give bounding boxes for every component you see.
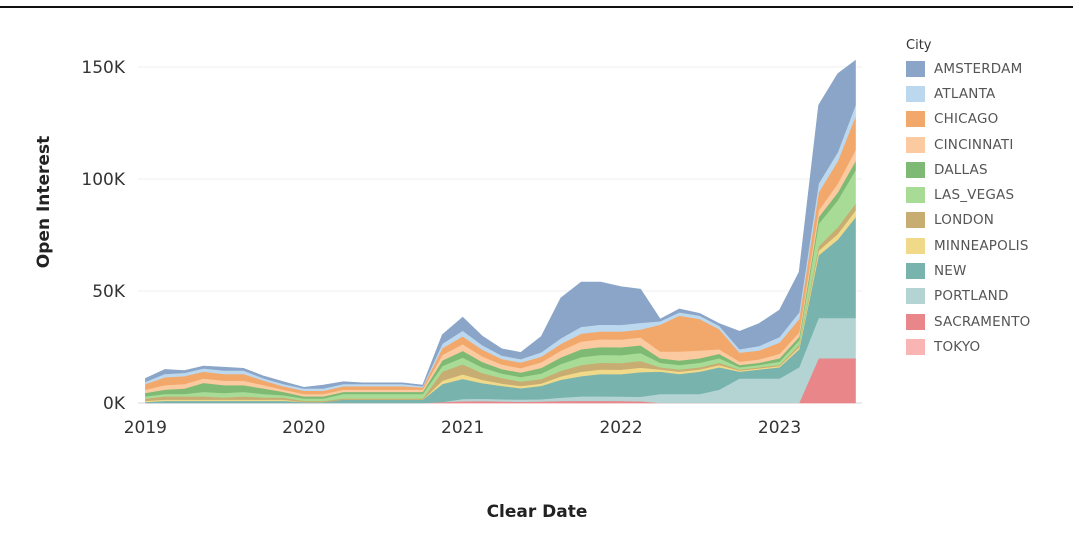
legend-title: City	[906, 38, 932, 53]
y-tick-label: 50K	[92, 282, 126, 302]
legend-swatch	[906, 60, 925, 77]
legend-swatch	[906, 212, 925, 229]
x-tick-label: 2022	[599, 418, 642, 438]
legend-label: NEW	[934, 263, 967, 280]
x-tick-label: 2019	[124, 418, 167, 438]
legend-item-dallas: DALLAS	[906, 157, 1066, 182]
legend-label: PORTLAND	[934, 288, 1009, 305]
legend-label: LONDON	[934, 212, 995, 229]
legend-item-las-vegas: LAS_VEGAS	[906, 182, 1066, 207]
legend-swatch	[906, 338, 925, 355]
legend-swatch	[906, 161, 925, 178]
legend-item-tokyo: TOKYO	[906, 334, 1066, 359]
legend-label: CINCINNATI	[934, 136, 1014, 153]
x-tick-label: 2023	[758, 418, 801, 438]
legend-item-cincinnati: CINCINNATI	[906, 132, 1066, 157]
legend-swatch	[906, 111, 925, 128]
legend-item-minneapolis: MINNEAPOLIS	[906, 233, 1066, 258]
y-tick-label: 0K	[103, 394, 126, 414]
legend-swatch	[906, 237, 925, 254]
chart-areas	[145, 59, 856, 404]
x-tick-label: 2021	[441, 418, 484, 438]
legend: City AMSTERDAM ATLANTA CHICAGO CINCINNATI DA…	[906, 38, 1066, 360]
legend-swatch	[906, 263, 925, 280]
legend-swatch	[906, 313, 925, 330]
y-tick-label: 100K	[81, 170, 125, 190]
legend-label: MINNEAPOLIS	[934, 237, 1029, 254]
legend-item-london: LONDON	[906, 208, 1066, 233]
y-axis: 0K 50K 100K 150K	[81, 58, 125, 414]
top-border	[0, 6, 1073, 8]
y-tick-label: 150K	[81, 58, 125, 78]
y-axis-title: Open Interest	[34, 136, 54, 268]
legend-item-portland: PORTLAND	[906, 284, 1066, 309]
legend-label: DALLAS	[934, 161, 988, 178]
legend-swatch	[906, 136, 925, 153]
legend-item-amsterdam: AMSTERDAM	[906, 56, 1066, 81]
legend-label: AMSTERDAM	[934, 60, 1023, 77]
legend-swatch	[906, 187, 925, 204]
x-tick-label: 2020	[282, 418, 325, 438]
legend-item-sacramento: SACRAMENTO	[906, 309, 1066, 334]
x-axis-title: Clear Date	[487, 502, 588, 522]
legend-item-atlanta: ATLANTA	[906, 81, 1066, 106]
area-series-amsterdam	[145, 59, 856, 389]
legend-label: ATLANTA	[934, 85, 996, 102]
legend-item-new: NEW	[906, 258, 1066, 283]
legend-label: TOKYO	[934, 338, 981, 355]
legend-swatch	[906, 288, 925, 305]
x-axis: 2019 2020 2021 2022 2023	[124, 418, 801, 438]
legend-label: SACRAMENTO	[934, 313, 1031, 330]
legend-swatch	[906, 85, 925, 102]
legend-label: LAS_VEGAS	[934, 187, 1015, 204]
legend-item-chicago: CHICAGO	[906, 107, 1066, 132]
legend-label: CHICAGO	[934, 111, 999, 128]
